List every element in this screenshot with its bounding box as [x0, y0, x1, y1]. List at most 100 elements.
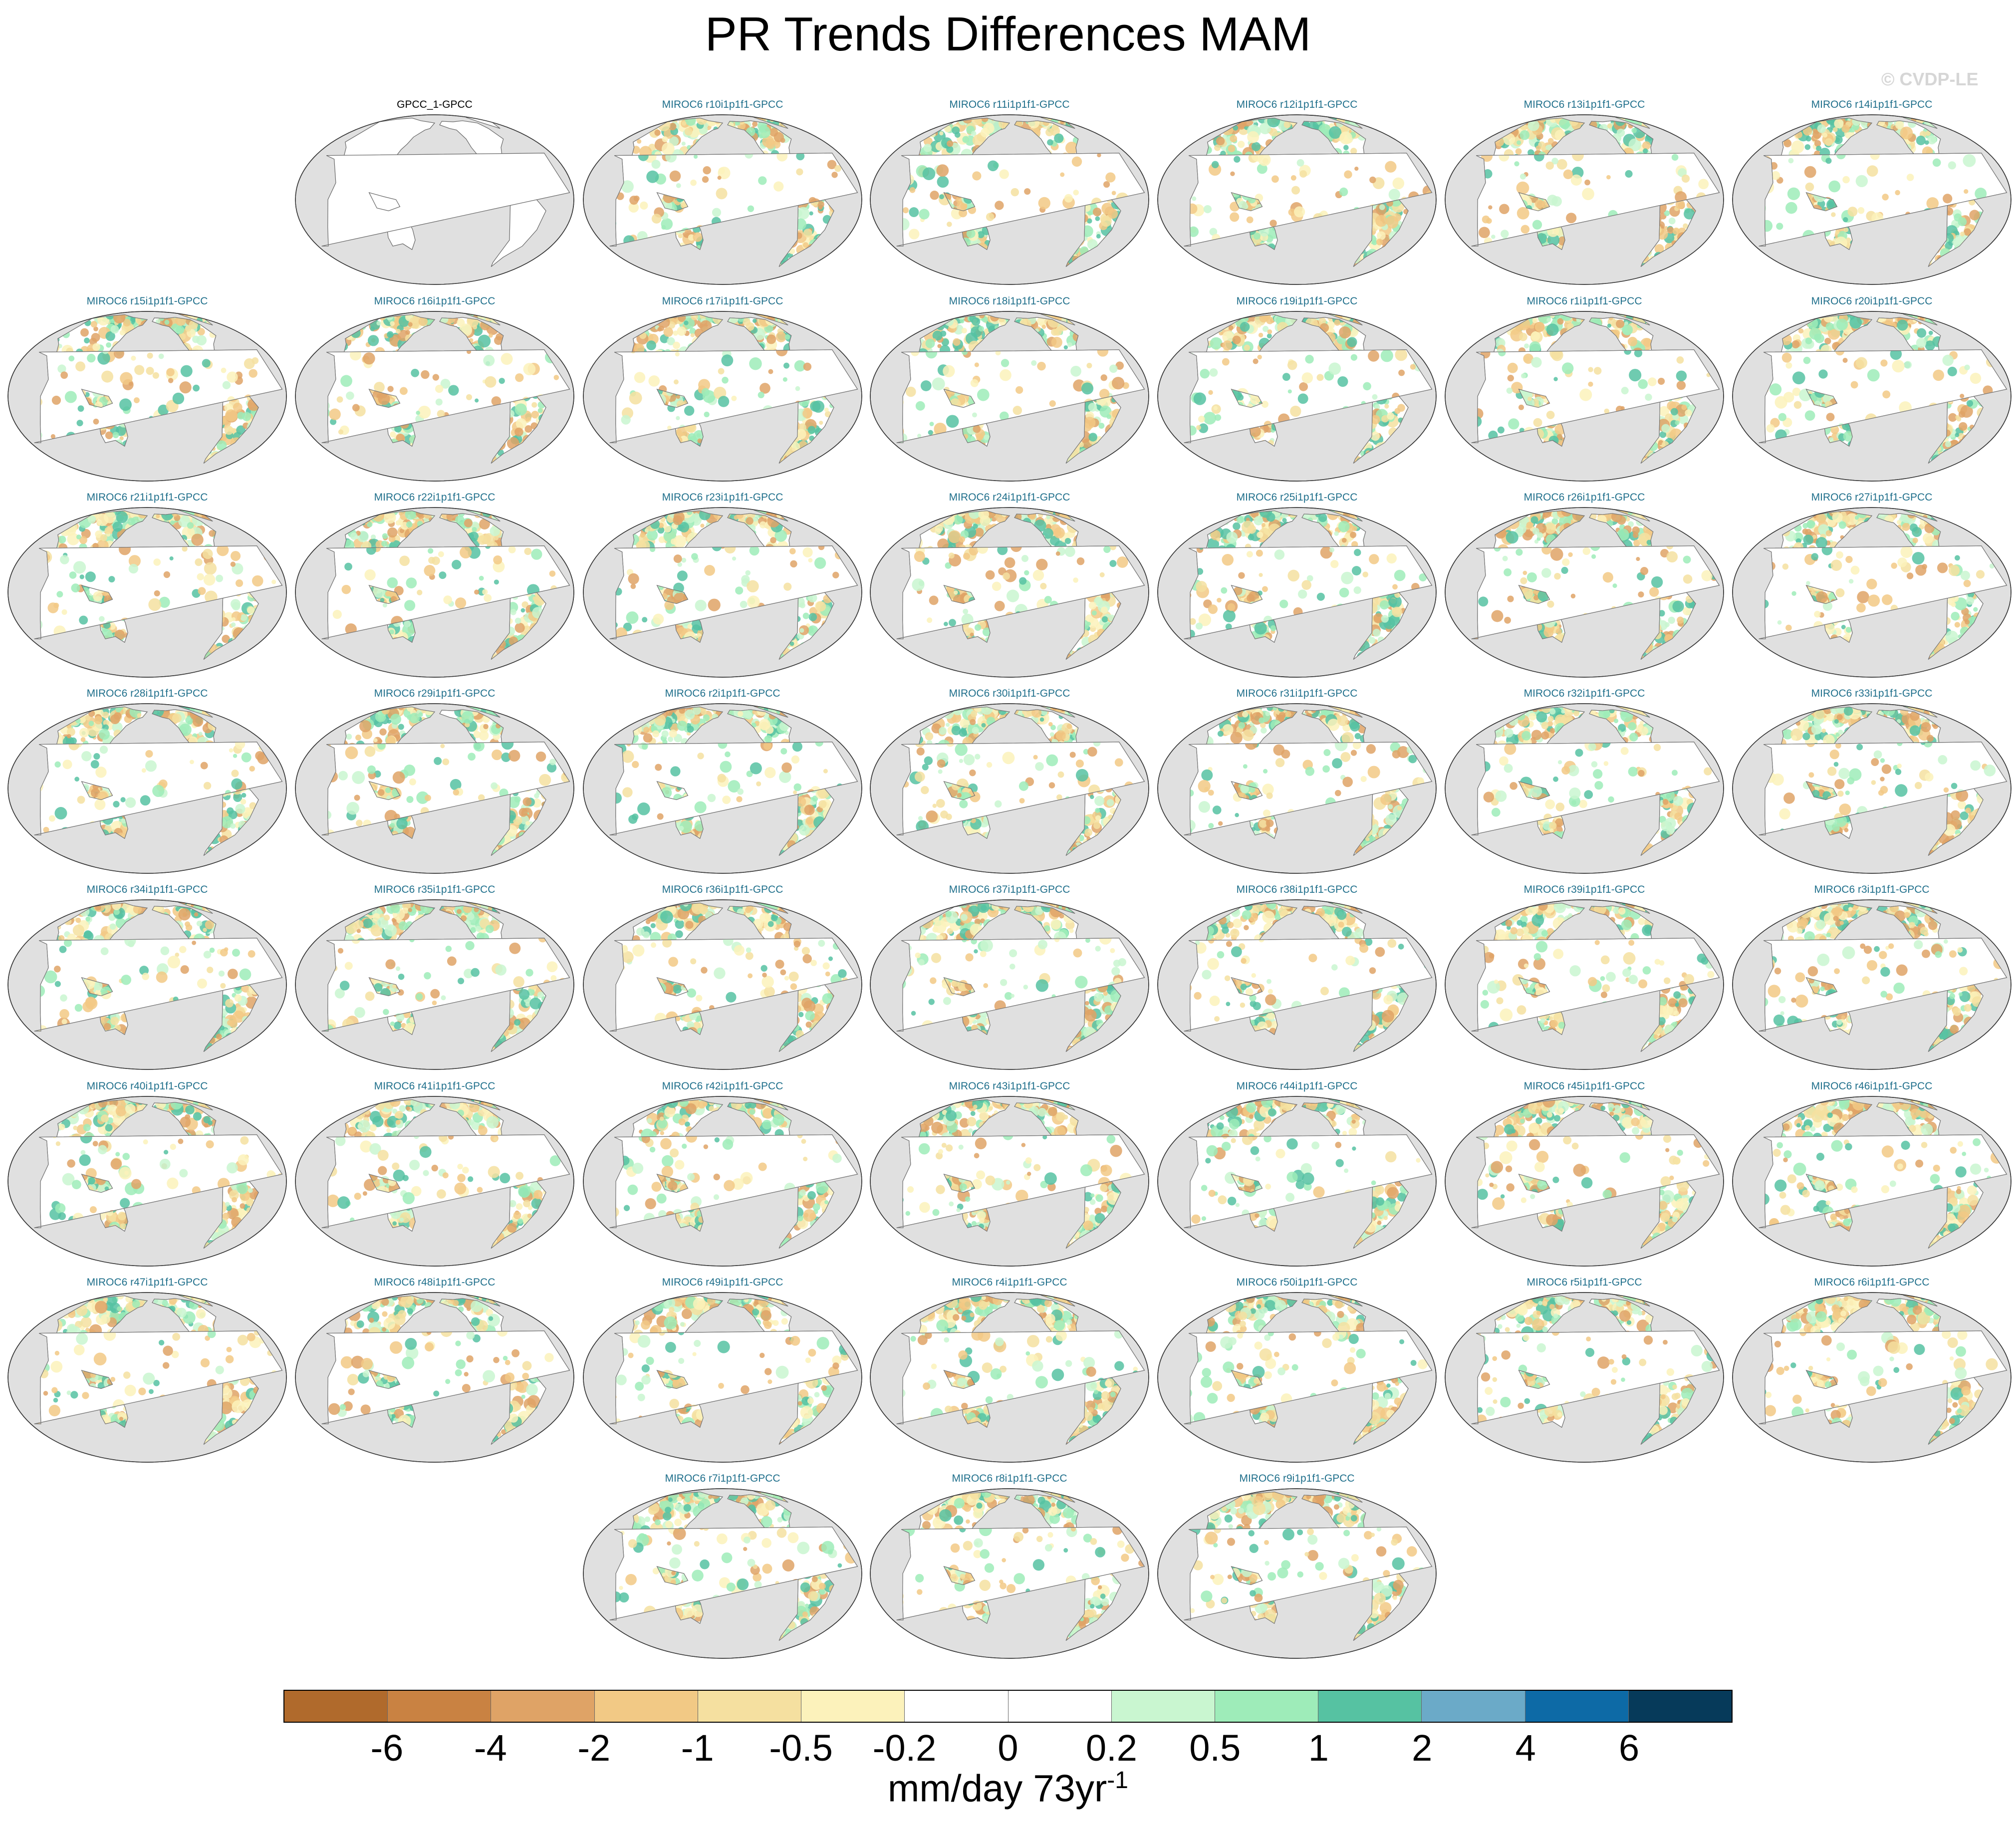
trend-patch [164, 319, 170, 325]
trend-patch [769, 128, 778, 137]
trend-patch [766, 334, 776, 344]
trend-patch [1855, 175, 1868, 188]
trend-patch [775, 331, 786, 342]
trend-patch [448, 385, 459, 396]
trend-patch [1882, 194, 1889, 201]
trend-patch [387, 331, 394, 338]
trend-patch [831, 172, 838, 178]
map-panel: MIROC6 r12i1p1f1-GPCC [1155, 99, 1439, 288]
trend-patch [128, 382, 133, 386]
coastline [656, 389, 689, 408]
trend-patch [1209, 368, 1218, 377]
trend-patch [915, 401, 925, 411]
map-border [1445, 311, 1724, 482]
trend-patch [1222, 340, 1233, 351]
trend-patch [1363, 382, 1371, 391]
trend-patch [669, 170, 681, 182]
map-panel: MIROC6 r13i1p1f1-GPCC [1442, 99, 1727, 288]
coastline [943, 192, 976, 212]
trend-patch [629, 196, 639, 205]
trend-patch [1372, 394, 1378, 400]
trend-patch [1628, 138, 1642, 152]
world-map [1445, 114, 1724, 285]
trend-patch [1975, 188, 1987, 200]
coastline [1231, 389, 1263, 408]
trend-patch [1287, 389, 1292, 394]
trend-patch [1824, 138, 1833, 146]
trend-patch [1368, 350, 1379, 362]
trend-patch [1817, 124, 1826, 133]
trend-patch [1964, 228, 1972, 236]
trend-patch [667, 425, 672, 430]
continent-indonesia [368, 192, 401, 212]
trend-patch [693, 154, 698, 159]
trend-patch [1376, 239, 1383, 246]
trend-patch [1381, 415, 1389, 423]
trend-patch [646, 340, 656, 350]
trend-patch [418, 317, 428, 326]
map-panel: MIROC6 r10i1p1f1-GPCC [580, 99, 865, 288]
trend-patch [657, 327, 662, 332]
trend-patch [1507, 374, 1514, 382]
coastline [656, 192, 689, 212]
trend-patch [1095, 216, 1100, 222]
trend-patch [133, 397, 140, 404]
coastline [1353, 185, 1409, 267]
trend-patch [972, 171, 982, 181]
trend-patch [1354, 166, 1359, 171]
trend-patch [1111, 191, 1116, 196]
trend-patch [1945, 242, 1953, 250]
trend-patch [929, 422, 934, 427]
trend-patch [367, 335, 379, 346]
trend-patch [225, 409, 238, 422]
trend-patch [395, 328, 401, 334]
trend-patch [1519, 130, 1530, 140]
trend-patch [1804, 166, 1816, 178]
trend-patch [1545, 161, 1554, 170]
coastline [81, 389, 113, 408]
coastline [1805, 192, 1838, 212]
trend-patch [1228, 145, 1236, 153]
trend-patch [1588, 367, 1593, 372]
trend-patch [629, 391, 642, 405]
panel-title: MIROC6 r12i1p1f1-GPCC [1155, 99, 1439, 111]
coastline [1184, 153, 1433, 247]
trend-patch [718, 396, 730, 407]
trend-patch [1222, 331, 1234, 343]
trend-patch [661, 225, 666, 230]
map-panel: MIROC6 r19i1p1f1-GPCC [1155, 295, 1439, 485]
trend-patch [338, 429, 344, 435]
coastline [1471, 349, 1720, 443]
trend-patch [440, 378, 451, 389]
trend-patch [1088, 403, 1097, 412]
trend-patch [1343, 145, 1349, 151]
trend-patch [432, 374, 440, 381]
trend-patch [1271, 175, 1279, 183]
trend-patch [1814, 140, 1821, 147]
trend-patch [684, 317, 695, 329]
trend-patch [1041, 324, 1046, 329]
trend-patch [524, 425, 532, 433]
trend-patch [152, 372, 159, 379]
trend-patch [1287, 360, 1297, 370]
trend-patch [1685, 409, 1692, 417]
world-map [583, 311, 862, 482]
trend-patch [651, 160, 661, 169]
map-border [870, 311, 1149, 482]
trend-patch [1371, 415, 1380, 425]
trend-patch [1501, 230, 1509, 238]
trend-patch [123, 319, 131, 327]
coastline [368, 389, 401, 408]
trend-patch [222, 381, 231, 389]
continent-africa [321, 153, 570, 247]
trend-patch [1556, 434, 1563, 440]
trend-patch [1339, 131, 1352, 145]
trend-patch [1593, 367, 1602, 375]
trend-patch [1051, 328, 1058, 336]
trend-patch [1684, 208, 1695, 220]
trend-patch [176, 325, 185, 334]
trend-patch [1071, 156, 1082, 167]
trend-patch [676, 416, 680, 420]
trend-patch [221, 367, 227, 373]
trend-patch [947, 140, 954, 147]
